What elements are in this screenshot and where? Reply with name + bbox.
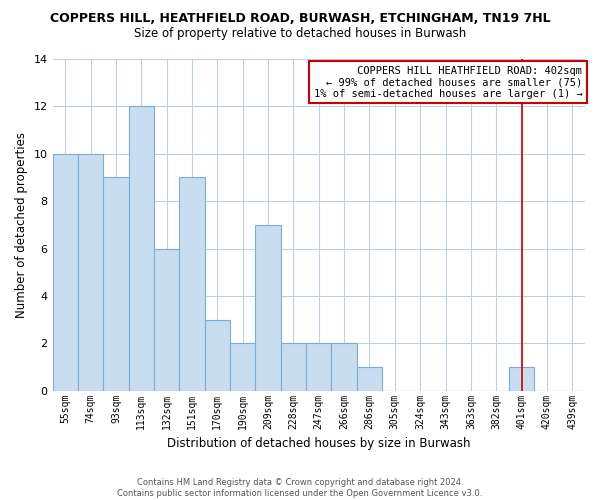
Bar [154, 248, 179, 390]
Bar [281, 344, 306, 390]
Bar [357, 367, 382, 390]
Bar [53, 154, 78, 390]
Text: Contains HM Land Registry data © Crown copyright and database right 2024.
Contai: Contains HM Land Registry data © Crown c… [118, 478, 482, 498]
Bar [128, 106, 154, 391]
Text: Size of property relative to detached houses in Burwash: Size of property relative to detached ho… [134, 28, 466, 40]
Bar [230, 344, 256, 390]
Bar [331, 344, 357, 390]
Text: COPPERS HILL, HEATHFIELD ROAD, BURWASH, ETCHINGHAM, TN19 7HL: COPPERS HILL, HEATHFIELD ROAD, BURWASH, … [50, 12, 550, 26]
Text: COPPERS HILL HEATHFIELD ROAD: 402sqm
← 99% of detached houses are smaller (75)
1: COPPERS HILL HEATHFIELD ROAD: 402sqm ← 9… [314, 66, 583, 99]
Bar [509, 367, 534, 390]
X-axis label: Distribution of detached houses by size in Burwash: Distribution of detached houses by size … [167, 437, 470, 450]
Bar [256, 225, 281, 390]
Bar [103, 178, 128, 390]
Bar [306, 344, 331, 390]
Bar [179, 178, 205, 390]
Bar [205, 320, 230, 390]
Y-axis label: Number of detached properties: Number of detached properties [15, 132, 28, 318]
Bar [78, 154, 103, 390]
